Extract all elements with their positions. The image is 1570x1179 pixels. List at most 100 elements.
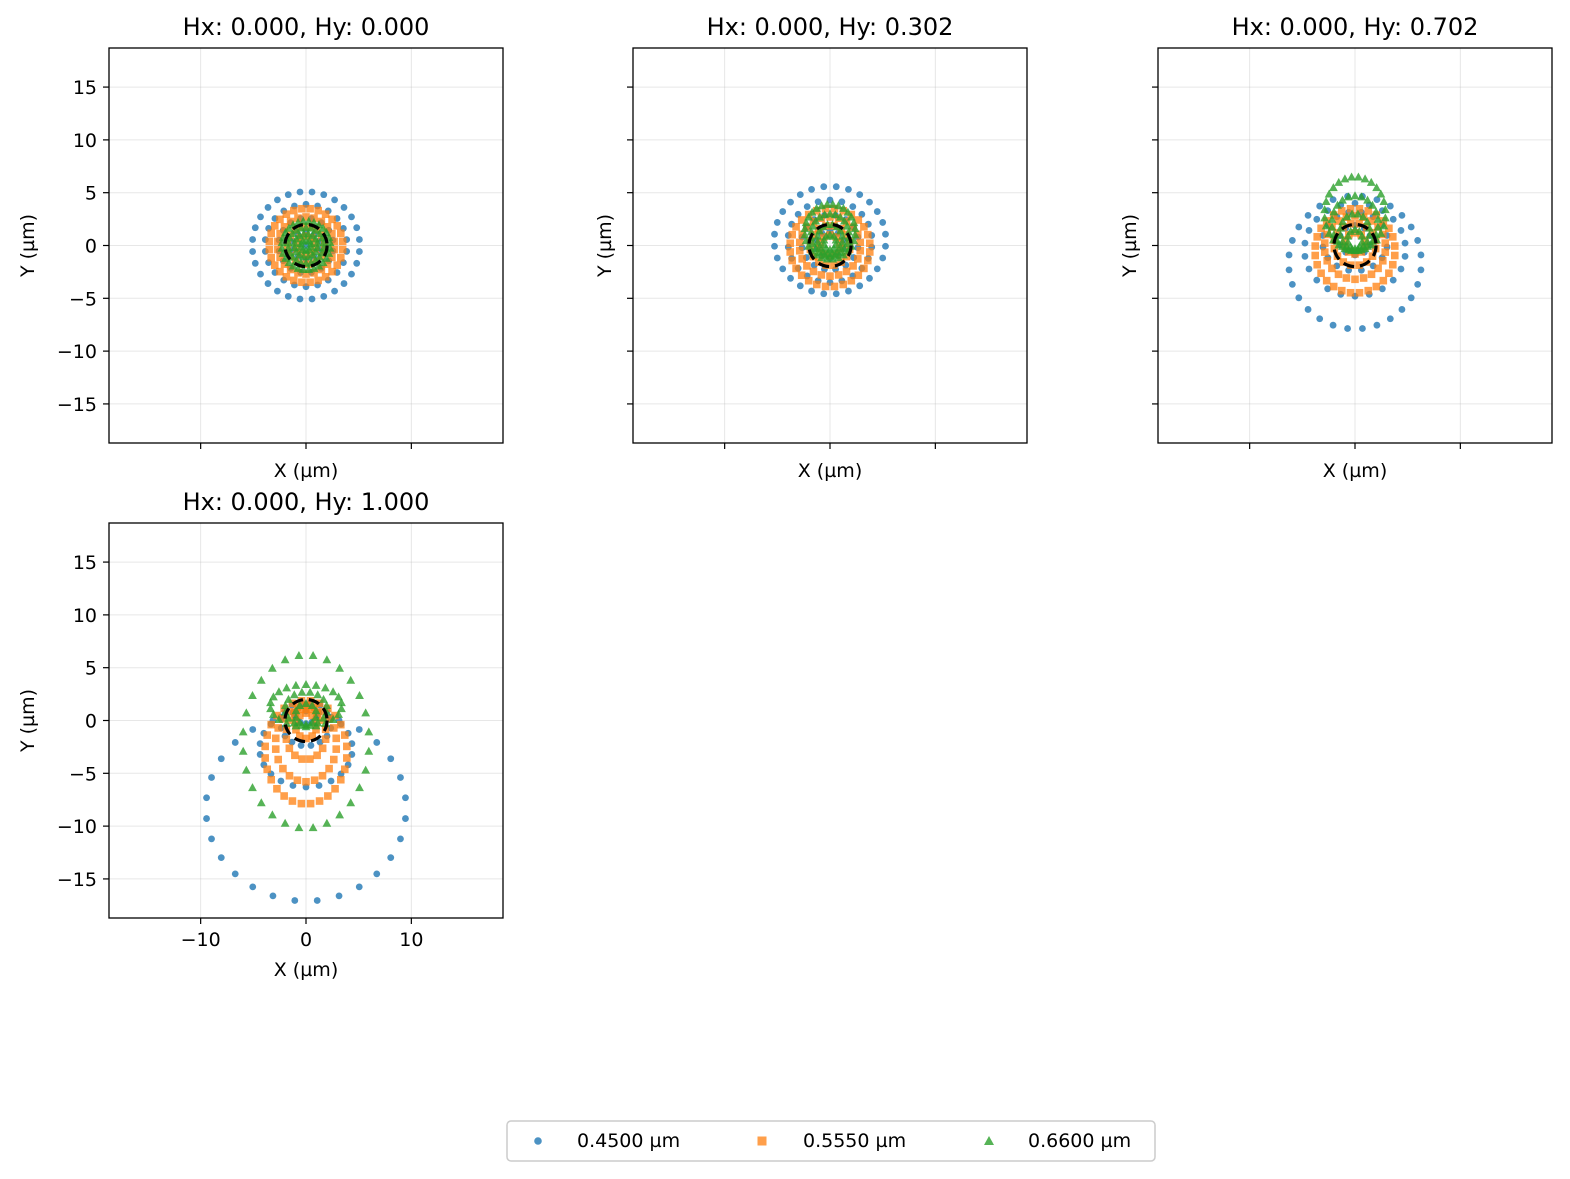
spot-point-triangle bbox=[307, 701, 317, 710]
spot-point-triangle bbox=[364, 727, 374, 736]
spot-point-circle bbox=[1295, 223, 1303, 231]
spot-point-square bbox=[1342, 274, 1351, 282]
spot-point-triangle bbox=[335, 810, 345, 819]
spot-point-square bbox=[298, 278, 306, 287]
spot-point-triangle bbox=[314, 261, 324, 270]
spot-point-triangle bbox=[1357, 192, 1366, 201]
spot-point-square bbox=[267, 720, 276, 729]
airy-disk-circle bbox=[283, 697, 329, 744]
y-tick-label: −10 bbox=[57, 341, 97, 363]
spot-point-square bbox=[1364, 207, 1373, 215]
y-axis-label: Y (µm) bbox=[594, 214, 616, 278]
spot-point-circle bbox=[873, 208, 881, 215]
spot-point-circle bbox=[814, 198, 822, 206]
spot-point-square bbox=[853, 255, 862, 263]
spot-point-triangle bbox=[839, 203, 848, 212]
spot-point-square bbox=[849, 223, 857, 231]
y-tick-label: −10 bbox=[57, 816, 97, 838]
spot-point-circle bbox=[249, 248, 257, 255]
spot-point-triangle bbox=[822, 199, 832, 208]
spot-point-square bbox=[306, 799, 315, 808]
spot-point-circle bbox=[879, 254, 887, 262]
spot-point-square bbox=[863, 230, 872, 239]
spot-point-triangle bbox=[311, 706, 321, 715]
spot-point-circle bbox=[796, 282, 804, 290]
spot-point-triangle bbox=[324, 248, 334, 257]
spot-point-square bbox=[302, 734, 310, 743]
spot-point-triangle bbox=[1365, 230, 1374, 239]
spot-point-circle bbox=[1288, 280, 1296, 288]
spot-point-square bbox=[280, 223, 289, 231]
spot-point-circle bbox=[1304, 306, 1312, 313]
spot-point-square bbox=[282, 210, 291, 219]
spot-point-square bbox=[798, 230, 807, 239]
spot-point-square bbox=[321, 735, 330, 743]
spot-point-square bbox=[325, 764, 333, 773]
spot-point-square bbox=[285, 744, 294, 753]
spot-point-circle bbox=[845, 287, 852, 295]
spot-point-circle bbox=[387, 755, 395, 763]
spot-point-circle bbox=[249, 883, 257, 891]
spot-point-square bbox=[795, 246, 804, 255]
spot-point-square bbox=[302, 709, 310, 717]
spot-point-triangle bbox=[1350, 191, 1360, 200]
spot-point-circle bbox=[866, 198, 873, 206]
spot-point-square bbox=[274, 237, 282, 246]
x-tick-label: 10 bbox=[399, 929, 423, 951]
spot-point-circle bbox=[203, 794, 210, 802]
spot-point-circle bbox=[1329, 196, 1337, 203]
spot-point-triangle bbox=[842, 221, 852, 230]
spot-point-triangle bbox=[1333, 200, 1342, 209]
spot-point-circle bbox=[826, 196, 834, 204]
spot-point-square bbox=[267, 229, 275, 238]
spot-point-circle bbox=[771, 230, 778, 238]
spot-point-triangle bbox=[355, 783, 364, 792]
spot-point-square bbox=[1378, 256, 1387, 265]
spot-point-square bbox=[847, 276, 856, 285]
spot-point-circle bbox=[348, 270, 355, 278]
spot-point-triangle bbox=[277, 238, 287, 247]
spot-point-circle bbox=[771, 242, 778, 250]
spot-point-triangle bbox=[837, 231, 847, 240]
spot-point-circle bbox=[402, 794, 409, 802]
x-axis-label: X (µm) bbox=[274, 959, 338, 981]
spot-point-circle bbox=[1301, 252, 1309, 260]
spot-point-circle bbox=[832, 290, 840, 298]
spot-point-circle bbox=[217, 755, 225, 763]
spot-point-triangle bbox=[1321, 197, 1331, 206]
spot-point-square bbox=[1328, 264, 1336, 273]
spot-point-triangle bbox=[294, 650, 304, 659]
spot-point-square bbox=[792, 264, 800, 273]
spot-point-square bbox=[308, 732, 316, 740]
spot-point-circle bbox=[284, 292, 292, 300]
spot-point-square bbox=[803, 223, 811, 231]
spot-point-square bbox=[1379, 276, 1388, 285]
spot-point-triangle bbox=[266, 704, 275, 713]
spot-point-triangle bbox=[311, 712, 321, 721]
x-tick-label: 0 bbox=[300, 929, 312, 951]
spot-point-square bbox=[302, 270, 310, 278]
spot-point-triangle bbox=[274, 714, 284, 723]
spot-points bbox=[249, 188, 363, 303]
spot-point-triangle bbox=[281, 253, 290, 262]
spot-point-circle bbox=[1417, 251, 1425, 259]
airy-disk-circle bbox=[283, 222, 329, 269]
legend-label-450: 0.4500 µm bbox=[577, 1130, 680, 1152]
spot-point-triangle bbox=[844, 227, 854, 236]
spot-point-circle bbox=[1397, 265, 1405, 273]
spot-point-triangle bbox=[364, 746, 374, 755]
panel-title: Hx: 0.000, Hy: 0.000 bbox=[183, 13, 430, 41]
spot-point-triangle bbox=[248, 690, 257, 699]
spot-point-square bbox=[271, 734, 280, 743]
spot-point-triangle bbox=[817, 201, 827, 210]
spot-point-triangle bbox=[355, 690, 364, 699]
spot-point-square bbox=[330, 237, 338, 246]
spot-point-circle bbox=[387, 854, 395, 862]
spot-point-square bbox=[826, 272, 834, 280]
spot-point-square bbox=[306, 204, 314, 213]
spot-point-triangle bbox=[285, 233, 295, 242]
spot-point-square bbox=[1311, 251, 1320, 260]
spot-point-square bbox=[267, 253, 275, 262]
spot-point-triangle bbox=[280, 655, 290, 664]
spot-point-triangle bbox=[807, 207, 817, 216]
